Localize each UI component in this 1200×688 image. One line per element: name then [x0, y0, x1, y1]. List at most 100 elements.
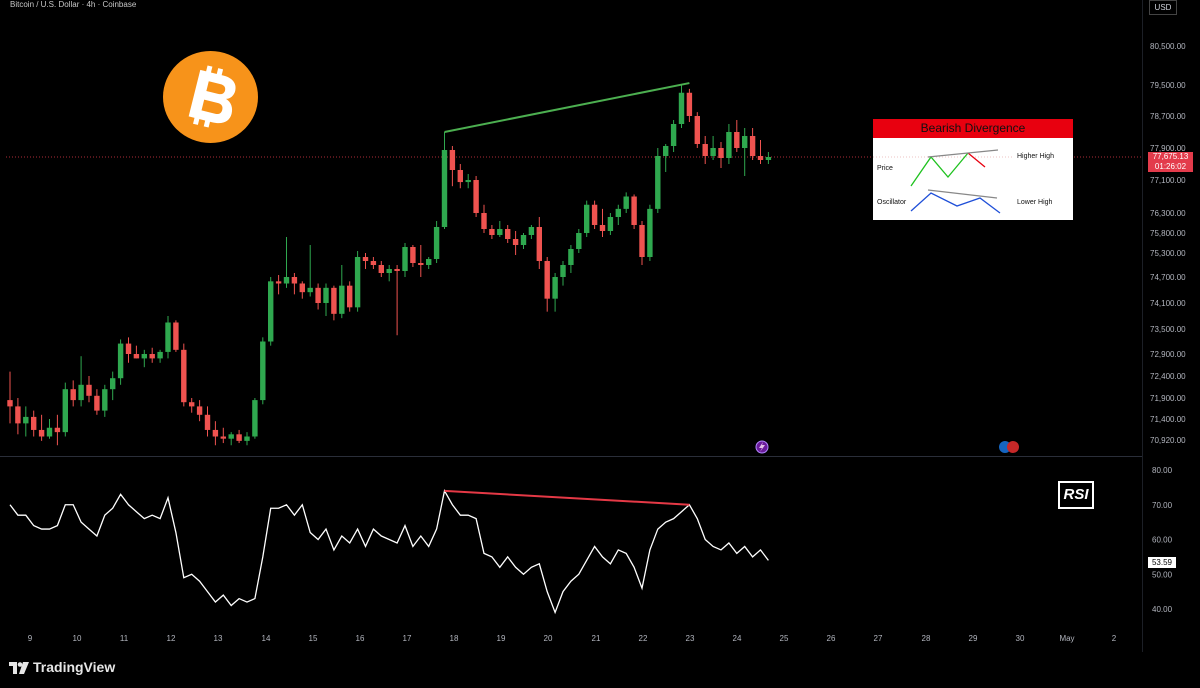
- legend-price-trend: [927, 149, 999, 158]
- bar-countdown: 01:26:02: [1154, 162, 1187, 171]
- candle-body: [694, 116, 700, 144]
- price-axis-tick: 78,700.00: [1150, 112, 1186, 121]
- candle-body: [323, 287, 329, 303]
- legend-diagram: [873, 149, 1013, 214]
- footer-bar: [0, 652, 1200, 688]
- candle-body: [670, 124, 677, 146]
- tradingview-logo-text[interactable]: TradingView: [33, 659, 116, 675]
- time-axis-tick: May: [1059, 634, 1074, 643]
- price-axis-tick: 71,900.00: [1150, 394, 1186, 403]
- candle-body: [505, 229, 511, 239]
- price-axis-tick: 75,800.00: [1150, 229, 1186, 238]
- time-axis-tick: 11: [120, 634, 129, 643]
- candle-body: [339, 285, 345, 314]
- candle-body: [394, 269, 400, 271]
- bearish-divergence-legend: Bearish Divergence Price Oscillator High…: [873, 119, 1073, 220]
- time-axis-tick: 27: [874, 634, 883, 643]
- candle-body: [576, 233, 582, 249]
- time-axis-tick: 17: [403, 634, 412, 643]
- candle-body: [536, 227, 542, 261]
- candle-body: [457, 170, 463, 183]
- price-axis-tick: 77,100.00: [1150, 176, 1186, 185]
- price-axis-tick: 74,700.00: [1150, 273, 1186, 282]
- price-axis-tick: 79,500.00: [1150, 81, 1186, 90]
- time-axis-tick: 19: [497, 634, 506, 643]
- candle-body: [141, 354, 147, 359]
- price-axis-tick: 71,400.00: [1150, 415, 1186, 424]
- candle-body: [220, 436, 226, 439]
- candle-body: [623, 196, 629, 209]
- candle-body: [275, 281, 282, 284]
- candle-body: [354, 257, 361, 308]
- candle-body: [473, 180, 479, 213]
- candle-body: [765, 157, 772, 160]
- time-axis-tick: 2: [1112, 634, 1117, 643]
- candle-body: [560, 265, 566, 277]
- candle-body: [631, 196, 637, 225]
- tradingview-logo-icon[interactable]: [9, 662, 29, 674]
- current-price-tag: 77,675.13 01:26:02: [1148, 152, 1193, 172]
- symbol-title[interactable]: Bitcoin / U.S. Dollar · 4h · Coinbase: [10, 0, 137, 9]
- candle-body: [481, 213, 487, 229]
- candle-body: [386, 269, 392, 273]
- candle-body: [552, 277, 558, 299]
- candle-body: [591, 204, 598, 225]
- currency-selector[interactable]: USD: [1149, 0, 1177, 15]
- candle-body: [54, 427, 61, 433]
- candle-body: [236, 434, 242, 441]
- candle-body: [244, 436, 250, 441]
- price-axis-tick: 75,300.00: [1150, 249, 1186, 258]
- rsi-axis-tick: 40.00: [1152, 605, 1173, 614]
- candle-body: [520, 235, 527, 245]
- candle-body: [426, 259, 432, 265]
- candle-body: [655, 156, 661, 209]
- candle-body: [315, 287, 321, 303]
- candle-body: [512, 239, 519, 245]
- us-flag-event-icon-2: [1007, 441, 1019, 453]
- price-axis-tick: 72,400.00: [1150, 372, 1186, 381]
- price-trendline: [444, 82, 690, 133]
- candle-body: [268, 281, 274, 342]
- candle-body: [31, 416, 37, 430]
- time-axis-tick: 24: [733, 634, 742, 643]
- rsi-trendline: [444, 489, 690, 506]
- candle-body: [362, 257, 369, 261]
- legend-title: Bearish Divergence: [873, 119, 1073, 138]
- price-axis-tick: 76,300.00: [1150, 209, 1186, 218]
- candle-body: [734, 132, 740, 148]
- candle-body: [718, 148, 724, 158]
- time-axis-tick: 14: [262, 634, 271, 643]
- candle-body: [528, 227, 535, 235]
- candle-body: [347, 285, 353, 308]
- rsi-axis-tick: 50.00: [1152, 570, 1173, 579]
- candle-body: [181, 349, 187, 403]
- rsi-axis-tick: 70.00: [1152, 501, 1173, 510]
- candle-body: [639, 225, 645, 257]
- candle-body: [410, 247, 416, 263]
- candle-body: [402, 247, 408, 271]
- time-axis-tick: 22: [639, 634, 648, 643]
- lightning-glyph: [759, 442, 765, 452]
- candle-body: [86, 384, 92, 396]
- candle-body: [70, 389, 76, 401]
- candle-body: [370, 261, 377, 265]
- candle-body: [378, 265, 384, 273]
- time-axis-tick: 10: [73, 634, 82, 643]
- time-axis-tick: 28: [922, 634, 931, 643]
- time-axis-tick: 21: [592, 634, 601, 643]
- candle-body: [702, 144, 708, 156]
- bitcoin-icon: [163, 51, 258, 143]
- candle-body: [749, 136, 756, 156]
- candle-body: [189, 402, 195, 407]
- candle-body: [291, 277, 298, 284]
- time-axis-tick: 18: [450, 634, 459, 643]
- candle-body: [15, 406, 21, 424]
- price-axis-tick: 73,500.00: [1150, 325, 1186, 334]
- rsi-axis-tick: 60.00: [1152, 536, 1173, 545]
- price-axis-tick: 70,920.00: [1150, 436, 1186, 445]
- candle-body: [78, 384, 84, 401]
- candle-body: [117, 343, 124, 379]
- candle-body: [283, 277, 290, 284]
- candle-body: [686, 92, 693, 116]
